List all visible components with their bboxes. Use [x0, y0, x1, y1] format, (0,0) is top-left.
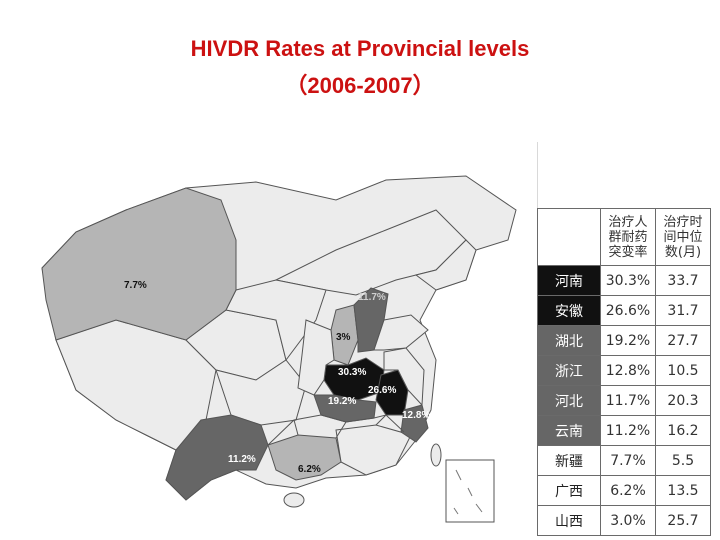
header-rate-line-2: 群耐药	[608, 229, 648, 245]
row-province: 湖北	[537, 325, 601, 356]
row-median: 13.5	[655, 475, 711, 506]
table-row: 山西 3.0% 25.7	[537, 505, 711, 536]
table-row: 河北 11.7% 20.3	[537, 385, 711, 416]
row-median: 31.7	[655, 295, 711, 326]
table-row: 浙江 12.8% 10.5	[537, 355, 711, 386]
row-province: 浙江	[537, 355, 601, 386]
row-province: 山西	[537, 505, 601, 536]
label-hebei: 11.7%	[358, 292, 386, 303]
row-median: 25.7	[655, 505, 711, 536]
header-median-line-2: 间中位	[663, 229, 703, 245]
label-xinjiang: 7.7%	[124, 280, 147, 291]
row-median: 5.5	[655, 445, 711, 476]
gansu-region	[225, 279, 327, 362]
table-row: 河南 30.3% 33.7	[537, 265, 711, 296]
row-province: 河南	[537, 265, 601, 296]
row-province: 新疆	[537, 445, 601, 476]
province-zhejiang	[400, 404, 429, 443]
label-zhejiang: 12.8%	[402, 410, 430, 421]
header-median-line-1: 治疗时	[663, 214, 703, 230]
row-rate: 12.8%	[600, 355, 656, 386]
province-taiwan	[430, 443, 442, 467]
table-row: 云南 11.2% 16.2	[537, 415, 711, 446]
row-rate: 7.7%	[600, 445, 656, 476]
row-rate: 30.3%	[600, 265, 656, 296]
table-header-row: 治疗人 群耐药 突变率 治疗时 间中位 数(月)	[537, 208, 711, 266]
inset-islands	[453, 469, 483, 515]
header-median-line-3: 数(月)	[664, 244, 702, 260]
label-guangxi: 6.2%	[298, 464, 321, 475]
page-title: HIVDR Rates at Provincial levels	[190, 36, 530, 61]
label-hubei: 19.2%	[328, 396, 356, 407]
row-rate: 11.7%	[600, 385, 656, 416]
header-rate-line-3: 突变率	[608, 244, 648, 260]
table-top-guide	[537, 142, 538, 208]
header-rate: 治疗人 群耐药 突变率	[600, 208, 656, 266]
central-south-borders	[267, 414, 405, 446]
row-rate: 6.2%	[600, 475, 656, 506]
row-median: 27.7	[655, 325, 711, 356]
province-guangxi	[267, 434, 342, 481]
header-rate-line-1: 治疗人	[608, 214, 648, 230]
table-row: 新疆 7.7% 5.5	[537, 445, 711, 476]
page-subtitle: （2006-2007）	[285, 73, 435, 98]
province-yunnan	[165, 414, 269, 501]
row-median: 20.3	[655, 385, 711, 416]
province-jiangsu	[383, 347, 425, 407]
row-median: 33.7	[655, 265, 711, 296]
row-rate: 11.2%	[600, 415, 656, 446]
row-rate: 3.0%	[600, 505, 656, 536]
header-blank-cell	[537, 208, 601, 266]
table-row: 湖北 19.2% 27.7	[537, 325, 711, 356]
province-shaanxi	[297, 319, 335, 396]
label-yunnan: 11.2%	[228, 454, 256, 465]
row-province: 安徽	[537, 295, 601, 326]
province-hainan	[283, 492, 305, 508]
table-row: 安徽 26.6% 31.7	[537, 295, 711, 326]
row-median: 10.5	[655, 355, 711, 386]
china-province-map: 7.7% 11.7% 3% 30.3% 26.6% 19.2% 12.8% 11…	[41, 175, 517, 523]
row-province: 河北	[537, 385, 601, 416]
province-xinjiang	[41, 187, 237, 341]
row-median: 16.2	[655, 415, 711, 446]
label-shanxi: 3%	[336, 332, 351, 343]
northeast-region	[414, 239, 477, 291]
label-henan: 30.3%	[338, 367, 366, 378]
header-median: 治疗时 间中位 数(月)	[655, 208, 711, 266]
table-row: 广西 6.2% 13.5	[537, 475, 711, 506]
row-rate: 19.2%	[600, 325, 656, 356]
label-anhui: 26.6%	[368, 385, 396, 396]
row-province: 广西	[537, 475, 601, 506]
resistance-table: 治疗人 群耐药 突变率 治疗时 间中位 数(月) 河南 30.3% 33.7 安…	[537, 208, 711, 536]
row-province: 云南	[537, 415, 601, 446]
row-rate: 26.6%	[600, 295, 656, 326]
